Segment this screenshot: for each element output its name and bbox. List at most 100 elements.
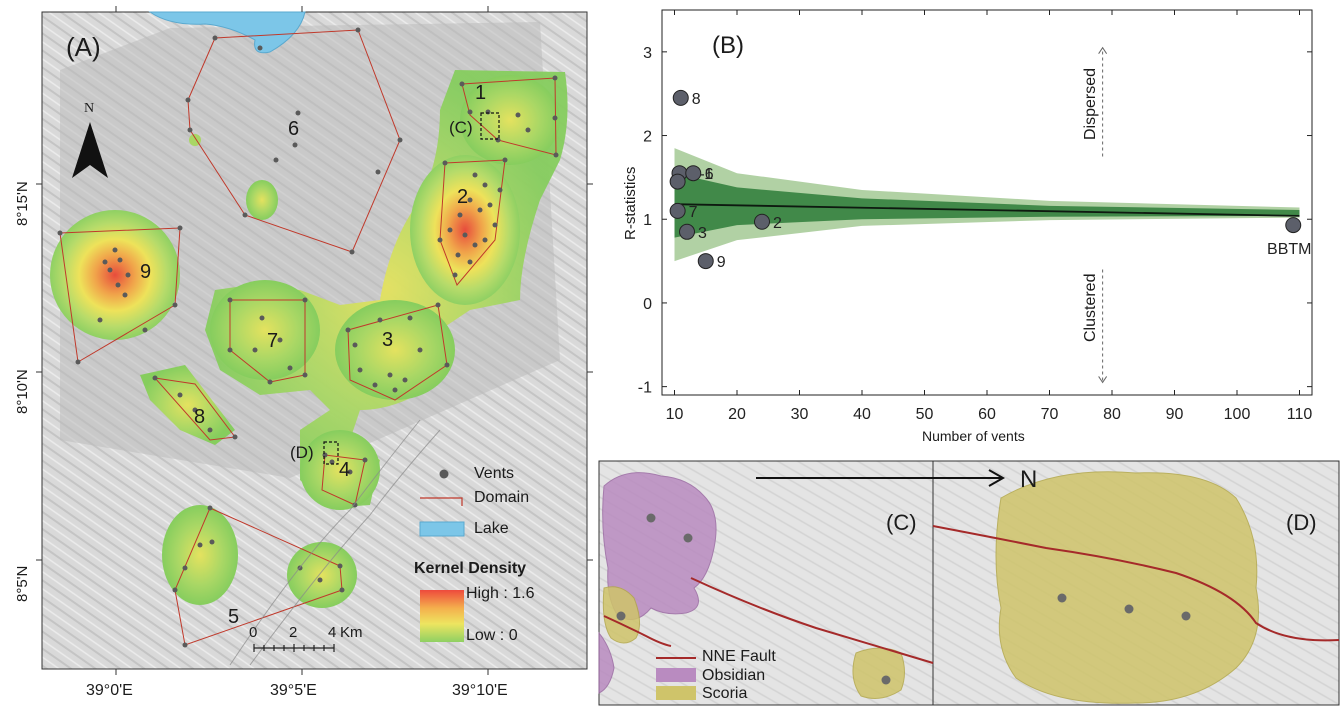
- panel-c-label: (C): [886, 510, 917, 535]
- x-tick-label: 30: [791, 406, 809, 423]
- data-point: [672, 89, 689, 106]
- legend-kd-ramp: [420, 590, 464, 642]
- lat-label-10: 8°10'N: [14, 369, 31, 414]
- scale-tick-0: 0: [249, 624, 258, 641]
- x-tick-label: 80: [1103, 406, 1121, 423]
- legend-scoria-symbol: [656, 686, 696, 700]
- domain-number-6: 6: [288, 118, 300, 140]
- panel-b-label: (B): [712, 32, 744, 59]
- inset-d-label: (D): [290, 443, 314, 462]
- fault-traces: [229, 419, 441, 666]
- lake-shape: [148, 11, 306, 54]
- lon-label-5: 39°5'E: [270, 682, 317, 699]
- domain-number-8: 8: [194, 406, 206, 428]
- legend-domain-symbol: [420, 497, 463, 506]
- legend-kd-high: High : 1.6: [466, 585, 535, 602]
- y-tick-label: -1: [638, 380, 652, 397]
- fault-line-d: [932, 525, 1340, 642]
- lat-label-05: 8°5'N: [14, 565, 31, 602]
- y-tick-label: 3: [643, 45, 652, 62]
- lon-label-10: 39°10'E: [452, 682, 508, 699]
- x-tick-label: 40: [853, 406, 871, 423]
- fault-line-c-2: [603, 615, 672, 647]
- data-point: [1285, 217, 1302, 234]
- x-tick-label: 100: [1224, 406, 1251, 423]
- dispersed-label: Dispersed: [1082, 67, 1099, 140]
- data-point-label: 1: [704, 166, 713, 183]
- lon-label-0: 39°0'E: [86, 682, 133, 699]
- vent-points: [57, 27, 559, 648]
- data-point: [685, 165, 702, 182]
- inset-d-marker: [323, 441, 339, 465]
- scale-unit: Km: [340, 624, 363, 641]
- domain-number-5: 5: [228, 606, 240, 628]
- scale-tick-4: 4: [328, 624, 337, 641]
- data-point: [669, 173, 686, 190]
- domain-number-4: 4: [339, 459, 351, 481]
- r-statistics-chart: 10 20 30 40 50 60 70 80 90 100 110-1012384-617239B…: [638, 9, 1313, 423]
- domain-number-1: 1: [475, 82, 487, 104]
- panel-a-map: (A) N 8°15'N 8°10'N 8°5'N 39°0'E 39°5'E …: [0, 0, 600, 709]
- legend-fault-label: NNE Fault: [702, 648, 776, 665]
- data-point-label: 2: [773, 215, 782, 232]
- clustered-arrow-head: [1098, 376, 1108, 384]
- scale-bar: [253, 644, 335, 652]
- data-point: [679, 223, 695, 240]
- panel-a-label: (A): [66, 32, 101, 62]
- legend-domain-label: Domain: [474, 489, 530, 506]
- domain-number-3: 3: [382, 329, 394, 351]
- panel-d-label: (D): [1286, 510, 1317, 535]
- map-svg: [36, 6, 593, 675]
- obsidian-polygon: [602, 472, 717, 621]
- panel-b-chart: 10 20 30 40 50 60 70 80 90 100 110 -1 0 1 2 3 8 4-6 1 7 2 3 9 B…: [600, 0, 1344, 450]
- y-tick-label: 2: [643, 129, 652, 146]
- fault-line-c: [690, 577, 934, 664]
- data-point-label: 3: [698, 225, 707, 242]
- data-point: [754, 213, 770, 230]
- x-axis-label: Number of vents: [922, 428, 1025, 444]
- legend-vents-label: Vents: [474, 465, 515, 482]
- inset-c-marker: [480, 112, 500, 140]
- domain-number-2: 2: [457, 186, 469, 208]
- legend-kd-low: Low : 0: [466, 627, 518, 644]
- legend-obsidian-symbol: [656, 668, 696, 682]
- x-tick-label: 60: [978, 406, 996, 423]
- legend-obsidian-label: Obsidian: [702, 667, 766, 684]
- north-arrow-east-icon: [756, 469, 1006, 487]
- data-point-label: 9: [717, 254, 726, 271]
- legend-kd-title: Kernel Density: [414, 560, 527, 577]
- clustered-label: Clustered: [1082, 273, 1099, 342]
- insets-svg: [598, 460, 1340, 706]
- data-point: [669, 202, 686, 219]
- data-point-label: 8: [692, 91, 701, 108]
- scoria-polygon-c2: [852, 647, 905, 699]
- scoria-polygon-d: [995, 471, 1259, 704]
- data-point-label: BBTM: [1267, 241, 1311, 258]
- domain-number-9: 9: [140, 261, 152, 283]
- x-tick-label: 110: [1287, 406, 1313, 423]
- scale-tick-2: 2: [289, 624, 298, 641]
- north-arrow-icon: [72, 122, 108, 178]
- north-label: N: [84, 101, 95, 116]
- y-tick-label: 1: [643, 212, 652, 229]
- inset-north-label: N: [1020, 466, 1038, 493]
- legend-scoria-label: Scoria: [702, 685, 748, 702]
- legend-vent-symbol: [439, 469, 449, 479]
- dispersed-arrow-head: [1098, 46, 1108, 54]
- x-tick-label: 50: [916, 406, 934, 423]
- x-tick-label: 70: [1041, 406, 1059, 423]
- domain-number-7: 7: [267, 330, 279, 352]
- envelope-inner: [674, 173, 1300, 238]
- x-tick-label: 20: [728, 406, 746, 423]
- data-point: [697, 253, 714, 270]
- legend-lake-label: Lake: [474, 520, 509, 537]
- domain-polygons: [59, 29, 557, 646]
- lat-label-15: 8°15'N: [14, 181, 31, 226]
- data-point-label: 7: [689, 204, 698, 221]
- legend-lake-symbol: [419, 521, 465, 537]
- x-tick-label: 10: [666, 406, 684, 423]
- inset-c-label: (C): [449, 118, 473, 137]
- y-axis-label: R-statistics: [622, 166, 639, 240]
- y-tick-label: 0: [643, 296, 652, 313]
- mean-line: [674, 203, 1300, 217]
